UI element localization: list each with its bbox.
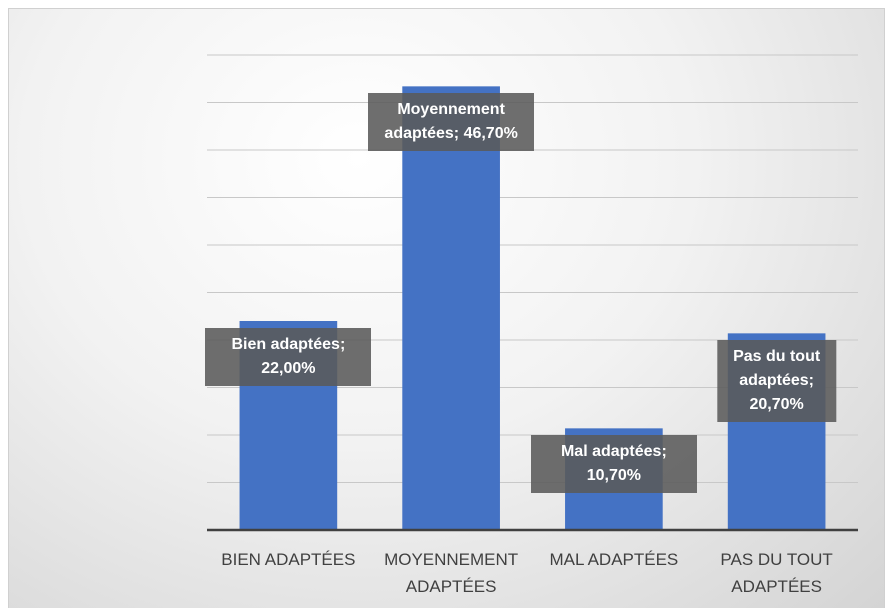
x-tick-label: BIEN ADAPTÉES (221, 550, 356, 569)
data-label: Moyennement adaptées; 46,70% (368, 93, 535, 152)
x-tick-label: PAS DU TOUT ADAPTÉES (720, 550, 833, 596)
bar (402, 86, 500, 530)
data-label: Mal adaptées; 10,70% (530, 435, 697, 494)
x-tick-label: MOYENNEMENT ADAPTÉES (384, 550, 519, 596)
data-label: Pas du tout adaptées; 20,70% (716, 340, 837, 423)
data-label: Bien adaptées; 22,00% (205, 328, 372, 386)
x-tick-label: MAL ADAPTÉES (549, 550, 679, 569)
